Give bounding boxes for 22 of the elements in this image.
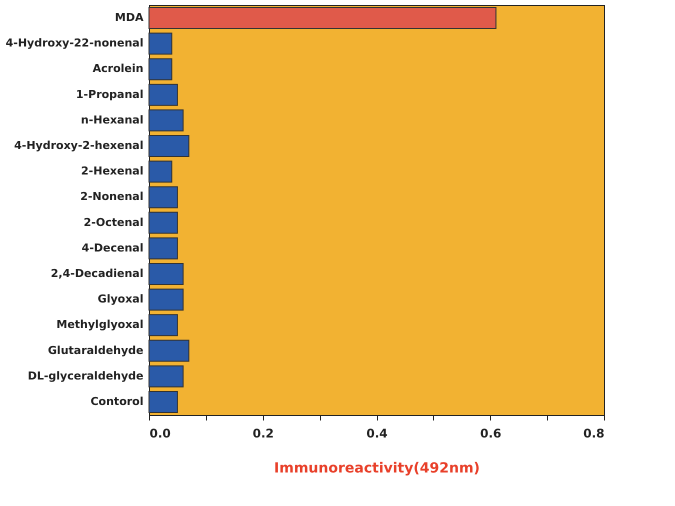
y-tick-label: 2-Octenal [84, 216, 144, 229]
x-tick-label: 0.6 [480, 426, 502, 440]
y-tick-label: 2-Nonenal [80, 190, 144, 204]
x-tick-label: 0.8 [583, 426, 604, 440]
y-tick-label: 4-Hydroxy-2-hexenal [14, 139, 144, 152]
x-tick-label: 0.4 [366, 426, 388, 440]
x-tick-label: 0.2 [252, 426, 274, 440]
y-tick-label: 4-Decenal [82, 241, 144, 254]
x-axis-title: Immunoreactivity(492nm) [274, 460, 480, 476]
y-tick-label: 2-Hexenal [81, 164, 144, 178]
x-tick-label: 0.0 [150, 426, 171, 440]
y-tick-label: DL-glyceraldehyde [28, 369, 144, 382]
y-tick-label: n-Hexanal [80, 113, 144, 126]
y-tick-label: Methylglyoxal [56, 318, 144, 332]
y-tick-label: Glyoxal [98, 292, 144, 306]
y-tick-label: Contorol [90, 394, 144, 408]
y-tick-label: 1-Propanal [76, 88, 144, 101]
y-tick-label: Glutaraldehyde [48, 344, 144, 357]
y-tick-label: MDA [114, 11, 144, 24]
y-tick-label: Acrolein [92, 62, 144, 76]
y-tick-label: 2,4-Decadienal [50, 266, 144, 280]
y-tick-label: 4-Hydroxy-22-nonenal [6, 36, 144, 50]
